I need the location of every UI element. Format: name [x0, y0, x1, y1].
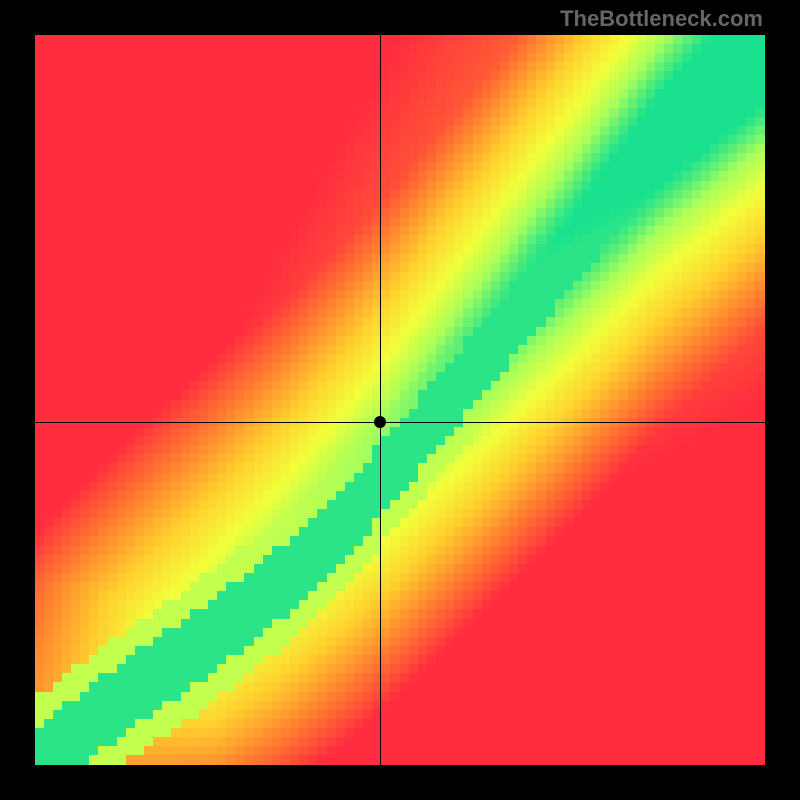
crosshair-horizontal [35, 422, 765, 423]
crosshair-marker-dot [374, 416, 386, 428]
heatmap-canvas [35, 35, 765, 765]
watermark-text: TheBottleneck.com [560, 6, 763, 32]
bottleneck-heatmap [35, 35, 765, 765]
crosshair-vertical [380, 35, 381, 765]
